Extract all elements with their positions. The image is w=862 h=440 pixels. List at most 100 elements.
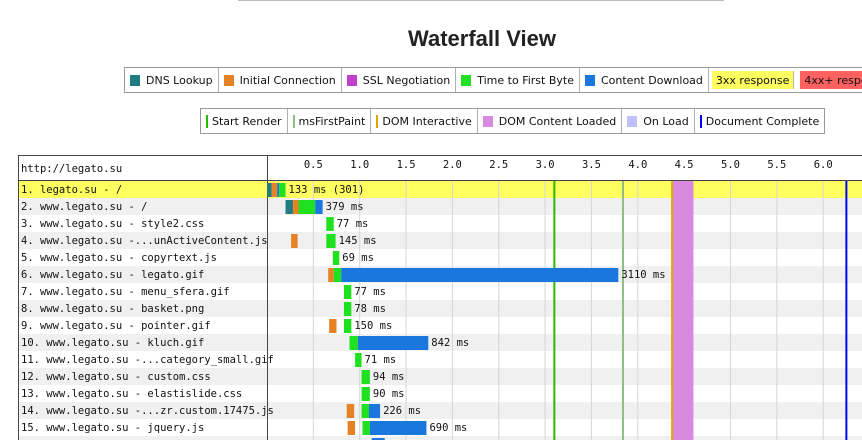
request-duration-label: 77 ms — [354, 286, 386, 298]
legend-line-marker — [206, 114, 208, 128]
request-duration-label: 145 ms — [339, 235, 377, 247]
legend-label: Time to First Byte — [477, 73, 574, 87]
request-bar-ttfb — [361, 370, 370, 384]
row-background — [18, 402, 862, 419]
request-bar-ttfb — [279, 183, 286, 197]
row-background — [18, 334, 862, 351]
legend-label: Content Download — [600, 73, 703, 87]
request-bar-ttfb — [343, 285, 352, 299]
x-tick-label: 3.5 — [582, 159, 601, 171]
legend-item-document-complete: Document Complete — [695, 109, 825, 133]
request-bar-download — [357, 336, 429, 350]
legend-label: 4xx+ response — [804, 73, 862, 87]
legend-swatch — [627, 115, 638, 127]
legend-item-3xx-response: 3xx response — [711, 71, 795, 89]
request-bar-ttfb — [361, 404, 369, 418]
legend-line-marker — [699, 114, 702, 128]
legend-line-marker — [376, 114, 379, 128]
legend-swatch — [346, 74, 357, 86]
row-background — [18, 215, 862, 232]
request-bar-ttfb — [355, 353, 362, 367]
request-bar-connect — [292, 200, 299, 214]
request-duration-label: 77 ms — [337, 218, 369, 230]
request-bar-ttfb — [298, 200, 316, 214]
row-background — [18, 368, 862, 385]
legend-item-ssl-negotiation: SSL Negotiation — [342, 68, 457, 92]
legend-label: DNS Lookup — [146, 73, 213, 87]
legend-swatch — [130, 74, 140, 86]
request-label: 10. www.legato.su - kluch.gif — [21, 337, 204, 349]
request-bar-ttfb — [361, 387, 370, 401]
legend-item-time-to-first-byte: Time to First Byte — [456, 68, 580, 92]
request-bar-download — [277, 183, 280, 197]
request-bar-connect — [329, 319, 337, 333]
request-label: 13. www.legato.su - elastislide.css — [21, 388, 242, 400]
dom-content-loaded-marker — [673, 181, 694, 440]
request-bar-ttfb — [343, 319, 352, 333]
request-label: 6. www.legato.su - legato.gif — [21, 269, 204, 281]
row-background — [18, 181, 862, 198]
request-duration-label: 69 ms — [342, 252, 374, 264]
request-bar-ttfb — [326, 234, 336, 248]
x-tick-label: 5.0 — [721, 159, 740, 171]
row-background — [18, 419, 862, 436]
request-bar-download — [341, 268, 619, 282]
row-background — [18, 198, 862, 215]
request-duration-label: 150 ms — [354, 320, 392, 332]
request-duration-label: 379 ms — [326, 201, 364, 213]
row-background — [18, 249, 862, 266]
page-url-label: http://legato.su — [21, 163, 122, 175]
legend-label: DOM Interactive — [382, 114, 472, 128]
request-bar-connect — [346, 404, 355, 418]
request-duration-label: 842 ms — [431, 337, 469, 349]
legend-label: Initial Connection — [239, 73, 336, 87]
legend-label: 3xx response — [715, 73, 790, 87]
request-bar-connect — [347, 421, 356, 435]
legend-item-dns-lookup: DNS Lookup — [125, 68, 219, 92]
request-duration-label: 133 ms (301) — [289, 184, 365, 196]
legend-label: On Load — [643, 114, 689, 128]
legend-item-on-load: On Load — [622, 109, 695, 133]
request-duration-label: 71 ms — [365, 354, 397, 366]
x-tick-label: 4.0 — [628, 159, 647, 171]
request-duration-label: 3110 ms — [621, 269, 665, 281]
legend-item-dom-interactive: DOM Interactive — [371, 109, 478, 133]
request-bar-ttfb — [333, 268, 342, 282]
legend-item-initial-connection: Initial Connection — [219, 68, 342, 92]
row-background — [18, 385, 862, 402]
legend-item-dom-content-loaded: DOM Content Loaded — [478, 109, 623, 133]
x-tick-label: 3.0 — [536, 159, 555, 171]
request-duration-label: 94 ms — [373, 371, 405, 383]
request-bar-download — [368, 404, 381, 418]
request-duration-label: 90 ms — [373, 388, 405, 400]
legend-swatch — [482, 115, 493, 127]
request-label: 11. www.legato.su -...category_small.gif — [21, 354, 274, 366]
x-tick-label: 2.0 — [443, 159, 462, 171]
request-bar-download — [315, 200, 323, 214]
x-tick-label: 4.5 — [675, 159, 694, 171]
request-bar-ttfb — [349, 336, 358, 350]
x-tick-label: 2.5 — [489, 159, 508, 171]
legend-item-4xx-response: 4xx+ response — [800, 71, 862, 89]
request-label: 1. legato.su - / — [21, 184, 122, 196]
request-bar-download — [371, 438, 385, 440]
request-bar-ttfb — [343, 302, 352, 316]
legend-swatch — [223, 74, 234, 86]
table-border — [18, 155, 862, 440]
request-bar-connect — [271, 183, 278, 197]
legend-item-start-render: Start Render — [201, 109, 288, 133]
legend-label: Document Complete — [705, 114, 820, 128]
legend-swatch — [584, 74, 595, 86]
x-tick-label: 0.5 — [304, 159, 323, 171]
request-label: 14. www.legato.su -...zr.custom.17475.js — [21, 405, 274, 417]
request-bar-dns — [267, 183, 272, 197]
row-background — [18, 436, 862, 440]
legend-swatch — [461, 74, 472, 86]
legend-request-phases: DNS Lookup Initial Connection SSL Negotiat… — [124, 67, 862, 93]
legend-page-events: Start Render msFirstPaint DOM Interactive D… — [200, 108, 826, 134]
legend-item-content-download: Content Download — [580, 68, 709, 92]
request-bar-ttfb — [362, 421, 370, 435]
request-bar-connect — [328, 268, 334, 282]
request-label: 15. www.legato.su - jquery.js — [21, 422, 204, 434]
